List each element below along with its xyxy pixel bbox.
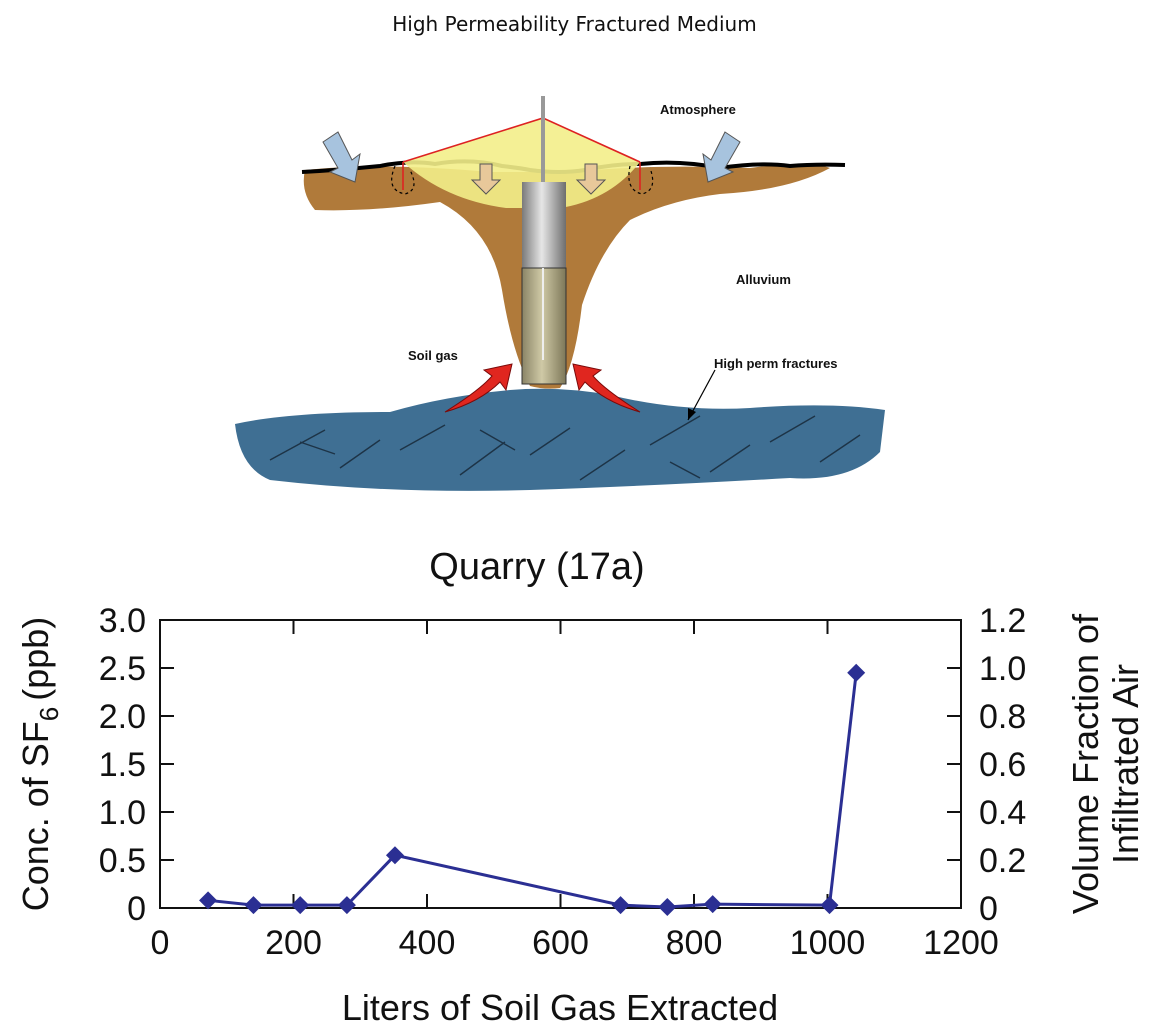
data-point [385, 846, 404, 865]
label-soil-gas: Soil gas [408, 348, 458, 363]
y-tick-label: 0 [127, 890, 146, 928]
plot-frame [159, 619, 962, 909]
y-tick-label: 0.5 [99, 842, 146, 880]
y2-tick-label: 0.6 [979, 746, 1026, 784]
y2-tick-label: 0 [979, 890, 998, 928]
y2-tick-label: 1.0 [979, 650, 1026, 688]
y2-axis-label-line1: Volume Fraction of [1065, 613, 1106, 914]
atmosphere-arrow-left [322, 131, 361, 183]
y2-tick-label: 1.2 [979, 602, 1026, 640]
y-tick-label: 3.0 [99, 602, 146, 640]
y-axis-label: Conc. of SF6 (ppb) [15, 617, 64, 912]
data-point [703, 895, 722, 914]
fracture-lines [269, 415, 861, 481]
y2-tick-label: 0.4 [979, 794, 1026, 832]
y2-axis-label-line2: Infiltrated Air [1105, 664, 1146, 864]
soil-gas-arrow-left [444, 363, 513, 413]
data-point [847, 663, 866, 682]
y-axis-ticks: 0 0.5 1.0 1.5 2.0 2.5 3.0 [99, 602, 174, 928]
alluvium-soil [303, 164, 830, 389]
data-point [611, 896, 630, 915]
y-tick-label: 1.5 [99, 746, 146, 784]
inflow-arrow-left [470, 163, 502, 195]
x-tick-label: 1200 [923, 924, 999, 962]
x-axis-label: Liters of Soil Gas Extracted [342, 987, 778, 1028]
y-axis-label-main: Conc. of SF [15, 721, 56, 911]
y2-tick-label: 0.8 [979, 698, 1026, 736]
x-tick-label: 800 [666, 924, 723, 962]
data-point [820, 896, 839, 915]
label-alluvium: Alluvium [736, 272, 791, 287]
y2-tick-label: 0.2 [979, 842, 1026, 880]
svg-text:Conc. of SF6(ppb): Conc. of SF6 (ppb) [15, 617, 64, 912]
y2-axis-label: Volume Fraction of Infiltrated Air [1065, 613, 1146, 914]
x-tick-label: 200 [265, 924, 322, 962]
chart-title: Quarry (17a) [429, 546, 644, 588]
series-line [207, 672, 858, 909]
data-point [337, 896, 356, 915]
series-group [199, 663, 866, 917]
page-title: High Permeability Fractured Medium [392, 12, 757, 36]
inflow-arrow-right [575, 163, 607, 195]
tarp [403, 118, 640, 208]
y-axis-label-sub: 6 [34, 707, 64, 721]
label-high-perm-fractures: High perm fractures [714, 356, 838, 371]
x-tick-label: 400 [399, 924, 456, 962]
data-point [658, 898, 677, 917]
label-atmosphere: Atmosphere [660, 102, 736, 117]
y-tick-label: 1.0 [99, 794, 146, 832]
y-tick-label: 2.0 [99, 698, 146, 736]
data-point [291, 896, 310, 915]
data-point [199, 891, 218, 910]
y2-axis-ticks: 0 0.2 0.4 0.6 0.8 1.0 1.2 [947, 602, 1026, 928]
sf6-chart: Quarry (17a) 0 200 400 600 800 1000 1200 0 0.5 1… [15, 546, 1146, 1028]
y-axis-label-unit: (ppb) [15, 617, 56, 701]
x-tick-label: 600 [532, 924, 589, 962]
soil-gas-arrow-right [572, 363, 641, 413]
atmosphere-arrow-right [702, 131, 741, 183]
x-axis-ticks: 0 200 400 600 800 1000 1200 [151, 620, 999, 962]
y-tick-label: 2.5 [99, 650, 146, 688]
fractured-rock-layer [235, 388, 885, 491]
well-casing-upper [522, 182, 566, 268]
x-tick-label: 0 [151, 924, 170, 962]
data-point [244, 896, 263, 915]
x-tick-label: 1000 [790, 924, 866, 962]
conceptual-diagram: Atmosphere Alluvium Soil gas High perm f… [235, 96, 885, 491]
